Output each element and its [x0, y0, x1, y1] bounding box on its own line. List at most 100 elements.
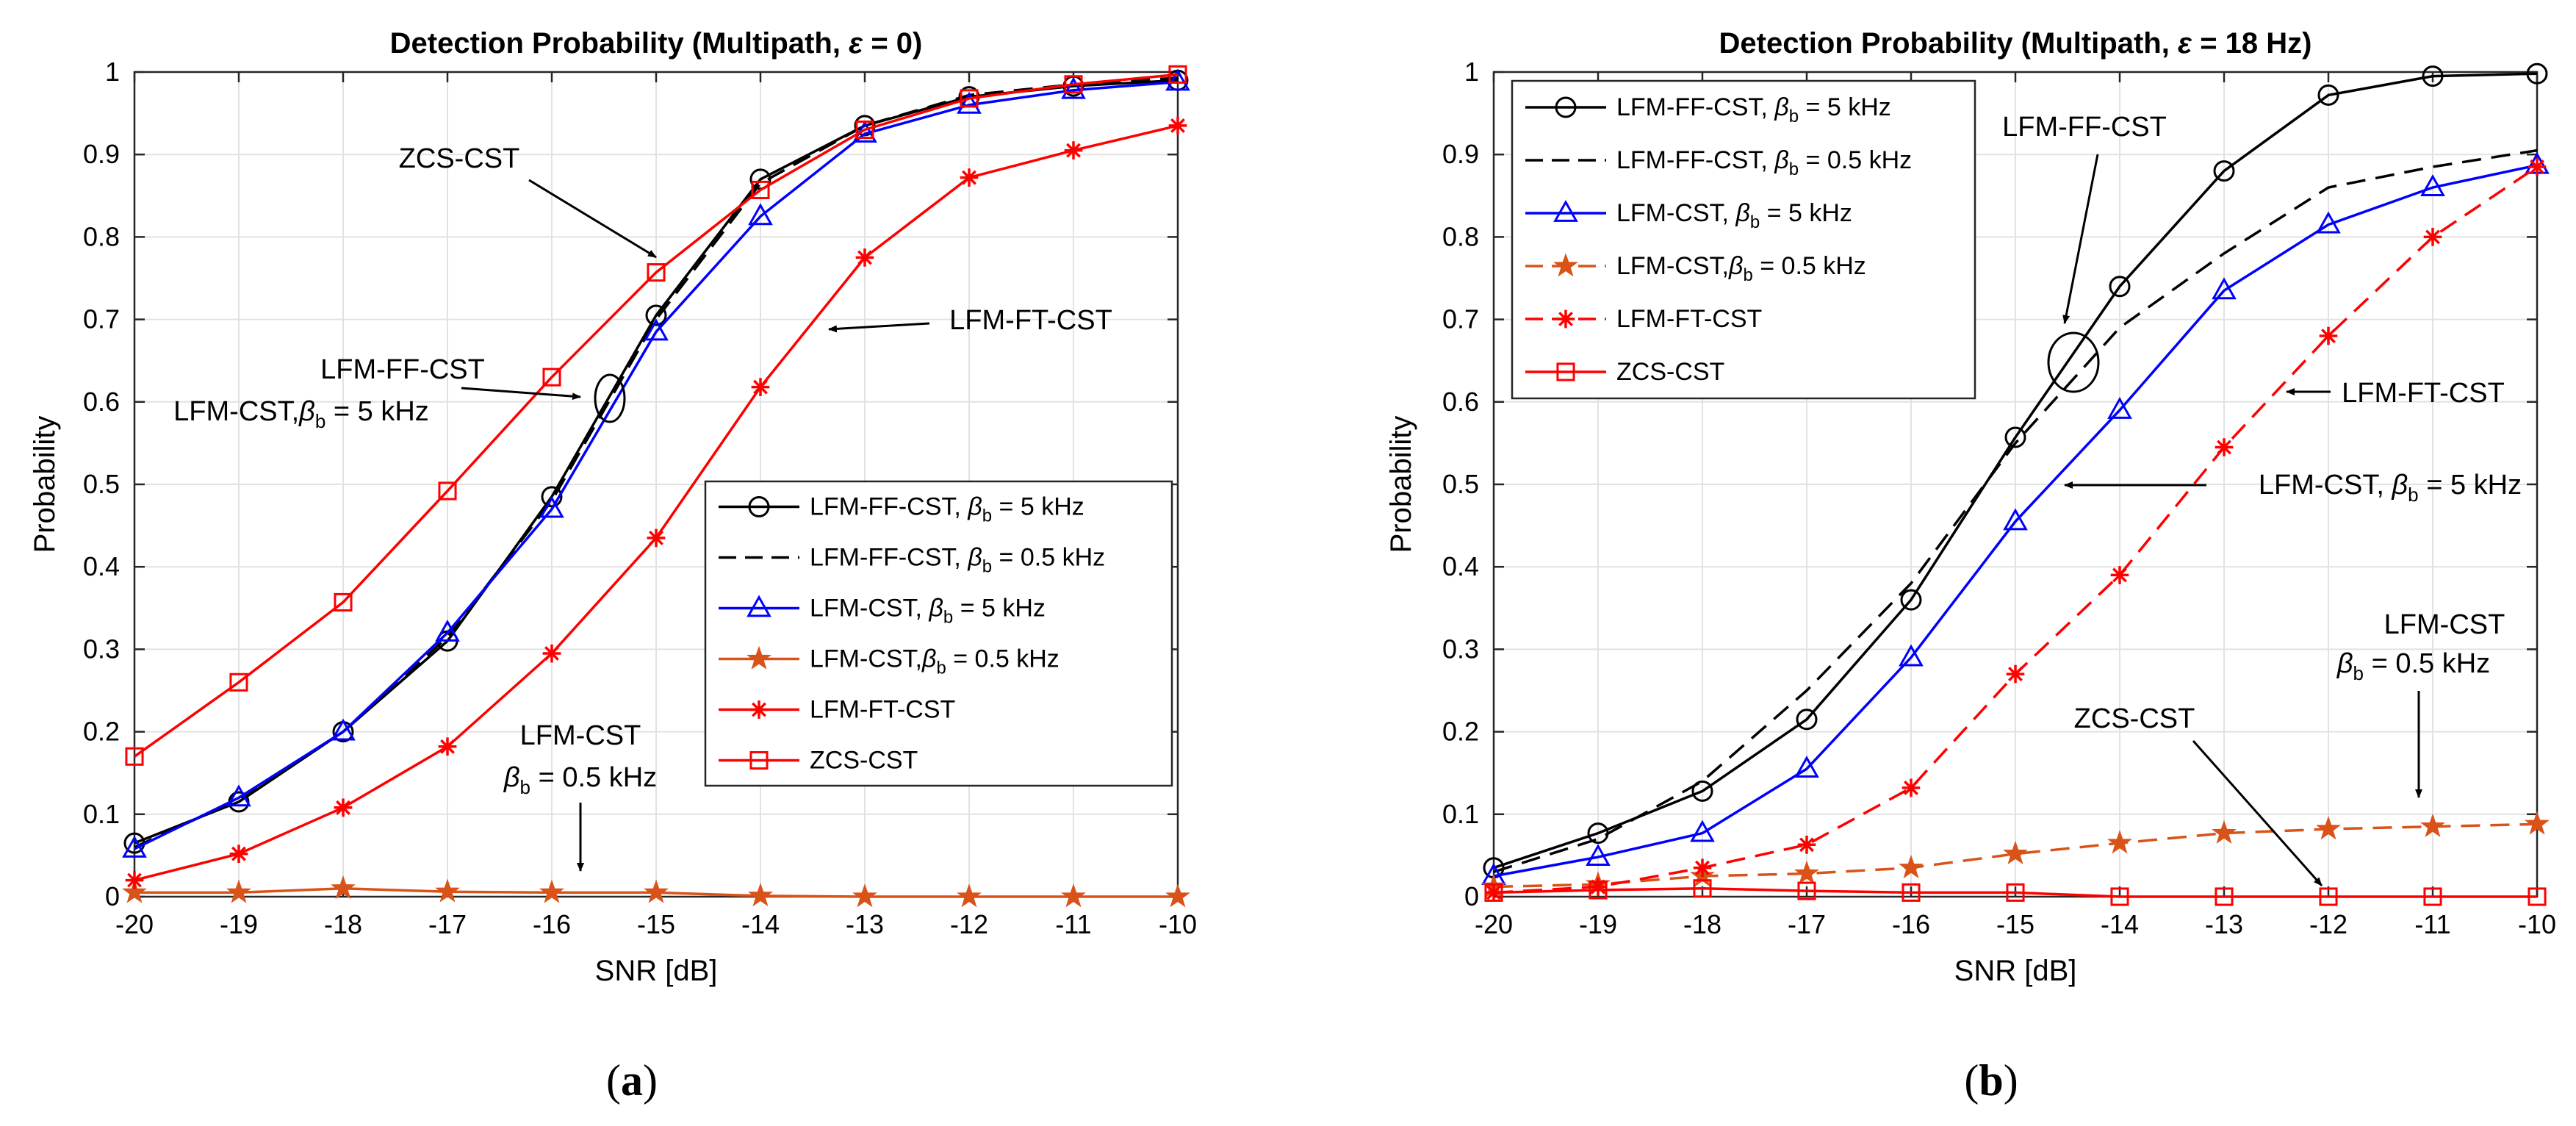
y-tick-label: 0.7 — [1442, 304, 1479, 334]
data-point — [1586, 844, 1611, 867]
annotation-lfm-cst-5khz: LFM-CST, βb = 5 kHz — [2259, 470, 2522, 506]
x-tick-label: -17 — [1788, 909, 1826, 939]
y-tick-label: 0.4 — [1442, 551, 1479, 581]
legend-label: ZCS-CST — [1616, 358, 1724, 386]
data-point — [1168, 65, 1187, 84]
data-point — [960, 89, 979, 108]
series-line — [1493, 887, 2537, 898]
legend-marker — [1556, 362, 1575, 381]
legend-marker — [749, 700, 769, 719]
data-point — [1064, 75, 1083, 94]
x-tick-label: -10 — [2518, 909, 2556, 939]
series-2 — [122, 68, 1190, 858]
data-point — [2528, 887, 2547, 906]
panel-label-a: (a) — [606, 1056, 658, 1105]
x-tick-label: -14 — [2101, 909, 2139, 939]
data-point — [2110, 566, 2129, 584]
data-point — [2526, 62, 2548, 85]
chart-panel-b: -20 -19 -18 -17 -16 -15 -14 -13 -12 -11 -10 0 0.1 0.2… — [1385, 27, 2556, 1105]
x-tick-label: -12 — [2309, 909, 2347, 939]
data-point — [1589, 878, 1608, 896]
data-point — [2423, 228, 2442, 246]
data-point — [2316, 816, 2341, 840]
legend: LFM-FF-CST, βb = 5 kHz LFM-FF-CST, βb = 0… — [704, 480, 1173, 787]
data-point — [542, 367, 561, 387]
data-point — [1797, 836, 1816, 854]
legend-marker — [1556, 309, 1575, 329]
x-tick-label: -19 — [220, 909, 258, 939]
data-point — [1900, 589, 1922, 611]
series-5 — [1484, 879, 2547, 906]
series-1 — [1493, 148, 2538, 873]
data-point — [647, 263, 666, 282]
y-tick-label: 0.5 — [1442, 469, 1479, 499]
legend-item: LFM-FF-CST, βb = 0.5 kHz — [1525, 146, 1912, 179]
legend-marker — [746, 645, 771, 670]
data-point — [539, 495, 564, 518]
legend-label: LFM-FF-CST, βb = 0.5 kHz — [1616, 146, 1912, 179]
x-tick-label: -14 — [741, 909, 780, 939]
data-point — [748, 883, 773, 907]
annotation-arrow-ff — [461, 387, 581, 401]
data-point — [331, 875, 356, 900]
data-point — [542, 644, 561, 663]
x-tick-label: -18 — [1683, 909, 1721, 939]
data-point — [2422, 65, 2444, 87]
y-tick-label: 0 — [1464, 881, 1479, 911]
data-point — [122, 879, 147, 903]
y-tick-label: 0 — [105, 881, 120, 911]
legend-label: LFM-FF-CST, βb = 5 kHz — [810, 493, 1084, 526]
y-tick-label: 0.8 — [83, 221, 120, 251]
data-point — [2215, 887, 2234, 906]
annotation-arrow-ff — [2062, 154, 2099, 324]
data-point — [2004, 426, 2026, 448]
y-tick-label: 0.6 — [1442, 387, 1479, 417]
data-point — [751, 378, 770, 396]
data-point — [2003, 840, 2028, 865]
x-tick-label: -20 — [115, 909, 154, 939]
data-point — [1061, 76, 1086, 99]
data-point — [1691, 780, 1713, 802]
legend-marker — [1553, 199, 1578, 222]
annotation-lfm-ft-cst: LFM-FT-CST — [2342, 378, 2505, 409]
y-tick-label: 0.3 — [83, 634, 120, 664]
data-point — [2213, 160, 2235, 182]
annotation-lfm-ff-cst: LFM-FF-CST — [2002, 112, 2167, 143]
data-point — [1693, 879, 1712, 898]
data-point — [751, 180, 770, 199]
x-tick-label: -15 — [637, 909, 675, 939]
data-point — [438, 481, 457, 501]
series-0 — [1483, 62, 2548, 879]
data-point — [331, 718, 356, 741]
y-tick-label: 1 — [1464, 57, 1479, 87]
annotation-lfm-ff-cst: LFM-FF-CST — [320, 354, 485, 385]
series-4 — [1484, 157, 2547, 902]
data-point — [1797, 881, 1816, 900]
data-point — [1794, 860, 1819, 884]
data-point — [435, 619, 460, 642]
legend-item: ZCS-CST — [719, 747, 918, 775]
data-point — [2420, 813, 2445, 838]
y-tick-label: 0.1 — [1442, 799, 1479, 829]
legend-box — [1511, 79, 1976, 400]
chart-title: Detection Probability (Multipath, ε = 0) — [390, 27, 923, 60]
legend-marker — [1553, 253, 1578, 277]
data-point — [2525, 811, 2550, 835]
x-tick-label: -10 — [1159, 909, 1197, 939]
data-point — [2107, 397, 2132, 419]
series-line — [1493, 72, 2538, 869]
data-point — [960, 168, 979, 187]
data-point — [1899, 854, 1924, 879]
legend-label: LFM-FT-CST — [810, 696, 955, 724]
data-point — [2212, 820, 2237, 844]
data-point — [1902, 883, 1921, 902]
annotation-lfm-cst-5khz: LFM-CST,βb = 5 kHz — [173, 396, 429, 432]
data-point — [122, 835, 147, 858]
legend-item: LFM-FT-CST — [719, 696, 955, 724]
legend: LFM-FF-CST, βb = 5 kHz LFM-FF-CST, βb = 0… — [1511, 79, 1976, 400]
data-point — [1165, 883, 1190, 908]
data-point — [2109, 276, 2131, 298]
annotation-arrow-zcs — [528, 179, 657, 259]
data-point — [1168, 116, 1187, 135]
